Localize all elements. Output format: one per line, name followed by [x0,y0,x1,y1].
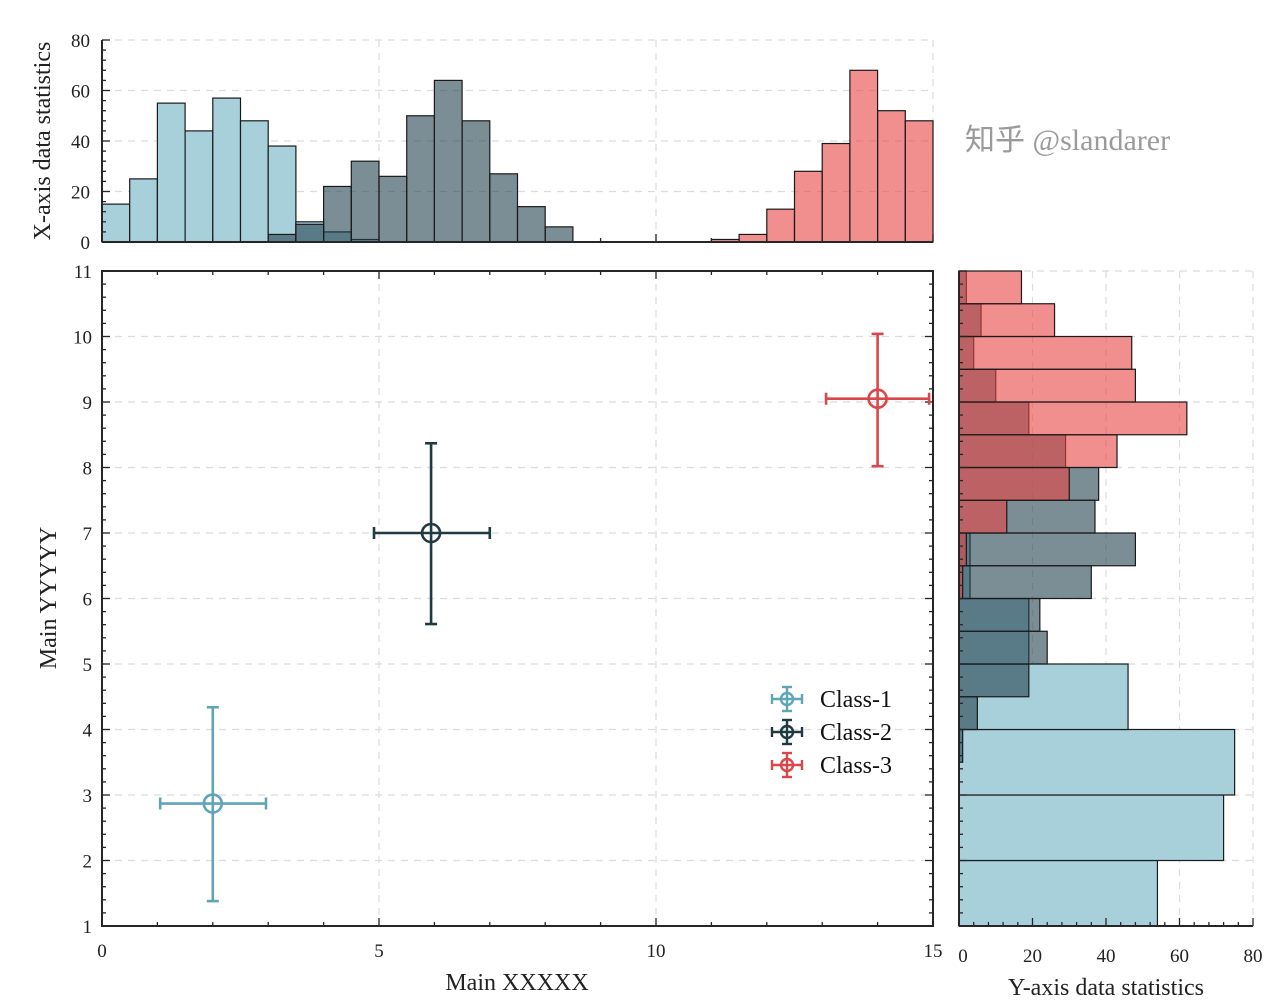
top-hist-bar-class-3 [876,110,906,243]
legend-item-class-1: Class-1 [770,685,892,713]
main-y-tick-label: 9 [83,393,93,414]
top-hist-y-tick-label: 80 [71,31,90,52]
main-x-tick-label: 5 [374,941,384,962]
main-y-tick-label: 1 [83,917,93,938]
errorbar-marker [420,522,442,544]
top-hist-bar-class-3 [904,120,934,243]
top-hist-bar-class-2 [544,226,574,243]
errorbar-class-3 [824,332,931,468]
main-y-axis-label: Main YYYYY [36,527,62,669]
main-y-tick-label: 6 [83,590,93,611]
right-hist-bar-class-3 [958,466,1070,501]
top-hist-bar-class-3 [793,170,823,243]
errorbar-marker [867,388,888,410]
main-y-tick-label: 7 [83,524,93,545]
right-hist-bar-class-3 [958,434,1118,469]
right-hist-bar-class-2 [958,696,978,731]
main-x-tick-label: 0 [97,941,107,962]
errorbar-marker [779,757,795,773]
top-hist-y-tick-label: 60 [71,82,90,103]
right-hist-x-tick-label: 80 [1244,946,1263,967]
right-hist-bar-class-2 [958,565,1092,600]
right-hist-x-tick-label: 40 [1097,946,1116,967]
top-hist-bar-class-2 [267,233,297,243]
legend: Class-1 Class-2 Class-3 [770,685,892,779]
top-hist-bar-class-1 [239,120,269,243]
errorbar-marker [779,691,795,707]
top-hist-bar-class-2 [378,175,408,243]
top-hist-bar-class-3 [849,69,879,243]
legend-label: Class-2 [820,720,892,746]
errorbar-marks [158,332,931,903]
legend-label: Class-3 [820,753,892,779]
right-hist-bar-class-3 [958,499,1008,534]
top-hist-bar-class-1 [267,145,297,243]
top-hist-bar-class-3 [738,233,768,243]
main-y-tick-label: 11 [74,262,92,283]
top-hist-bar-class-2 [350,160,380,243]
top-hist-bar-class-2 [489,173,519,243]
axes-layer: 0 5 10 15 1 2 3 4 5 6 7 8 9 10 11 0 20 40 60 80 0 20 40 60 80 [71,31,1263,967]
top-hist-y-tick-label: 40 [71,132,90,153]
right-hist-bar-class-1 [958,794,1225,862]
right-hist-bar-class-3 [958,532,967,567]
top-hist-y-tick-label: 20 [71,183,90,204]
main-y-tick-label: 10 [73,328,92,349]
right-hist-bar-class-2 [958,597,1041,632]
errorbar-class-2 [372,441,492,626]
errorbar-class-1 [158,705,268,903]
histogram-bars [101,69,1236,927]
main-x-tick-label: 15 [924,941,943,962]
right-hist-bar-class-2 [958,630,1048,665]
right-hist-bar-class-3 [958,335,1133,370]
right-hist-bar-class-3 [958,368,1136,403]
right-hist-bar-class-3 [958,401,1188,436]
main-y-tick-label: 8 [83,459,93,480]
right-hist-x-axis-label: Y-axis data statistics [1008,975,1204,1001]
top-hist-bar-class-2 [516,206,546,243]
legend-item-class-2: Class-2 [770,718,892,746]
top-hist-bar-class-1 [184,130,214,243]
legend-item-class-3: Class-3 [770,751,892,779]
top-hist-y-axis-label: X-axis data statistics [30,42,56,241]
right-hist-bar-class-1 [958,728,1236,796]
top-histogram [101,69,934,243]
main-y-tick-label: 3 [83,786,93,807]
errorbar-marker [779,724,795,740]
right-hist-x-tick-label: 0 [958,946,968,967]
top-hist-bar-class-2 [295,223,325,243]
right-hist-x-tick-label: 20 [1023,946,1042,967]
top-hist-bar-class-2 [323,185,352,243]
main-y-tick-label: 2 [83,852,93,873]
right-hist-bar-class-3 [958,270,1023,305]
top-hist-bar-class-2 [433,79,463,243]
top-hist-y-tick-label: 0 [81,233,91,254]
right-hist-bar-class-1 [958,859,1159,927]
top-hist-bar-class-2 [406,115,436,243]
top-hist-bar-class-1 [156,102,186,243]
main-y-tick-label: 4 [83,721,93,742]
right-hist-x-tick-label: 60 [1170,946,1189,967]
right-hist-bar-class-2 [958,532,1136,567]
main-x-tick-label: 10 [647,941,666,962]
right-hist-bar-class-2 [958,663,1030,698]
watermark: 知乎 @slandarer [965,124,1170,157]
main-x-axis-label: Main XXXXX [445,970,588,996]
right-hist-bar-class-3 [958,303,1056,338]
top-hist-bar-class-1 [129,178,158,243]
top-hist-bar-class-1 [101,203,131,243]
right-histogram [958,270,1236,927]
top-hist-bar-class-2 [461,120,491,243]
top-hist-bar-class-1 [212,97,242,243]
top-hist-bar-class-3 [821,142,851,243]
errorbar-marker [202,793,224,814]
main-y-tick-label: 5 [83,655,93,676]
legend-label: Class-1 [820,687,892,713]
top-hist-bar-class-3 [766,208,796,243]
